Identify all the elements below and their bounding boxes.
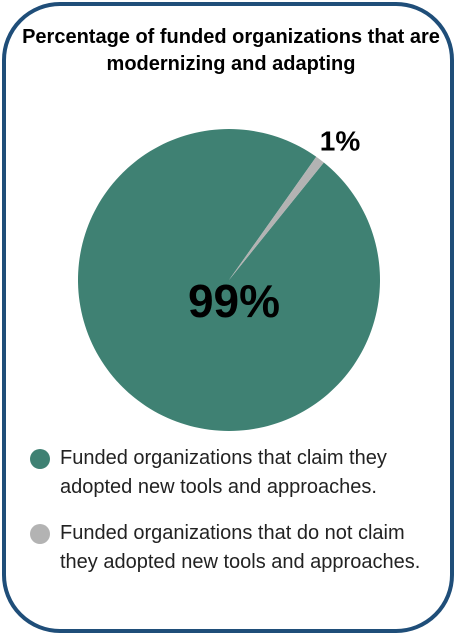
legend-item: Funded organizations that do not claim t… — [30, 519, 430, 577]
pie-slice — [78, 129, 381, 432]
pie-slice — [229, 156, 324, 280]
card-frame — [2, 2, 454, 633]
legend-swatch — [30, 449, 50, 469]
value-label: 1% — [320, 125, 361, 156]
chart-title: Percentage of funded organizations that … — [22, 26, 440, 75]
legend-swatch — [30, 524, 50, 544]
legend-label: Funded organizations that do not claim t… — [60, 522, 421, 573]
value-label: 99% — [188, 275, 280, 327]
legend-label: Funded organizations that claim they ado… — [60, 447, 387, 498]
legend-item: Funded organizations that claim they ado… — [30, 444, 430, 502]
